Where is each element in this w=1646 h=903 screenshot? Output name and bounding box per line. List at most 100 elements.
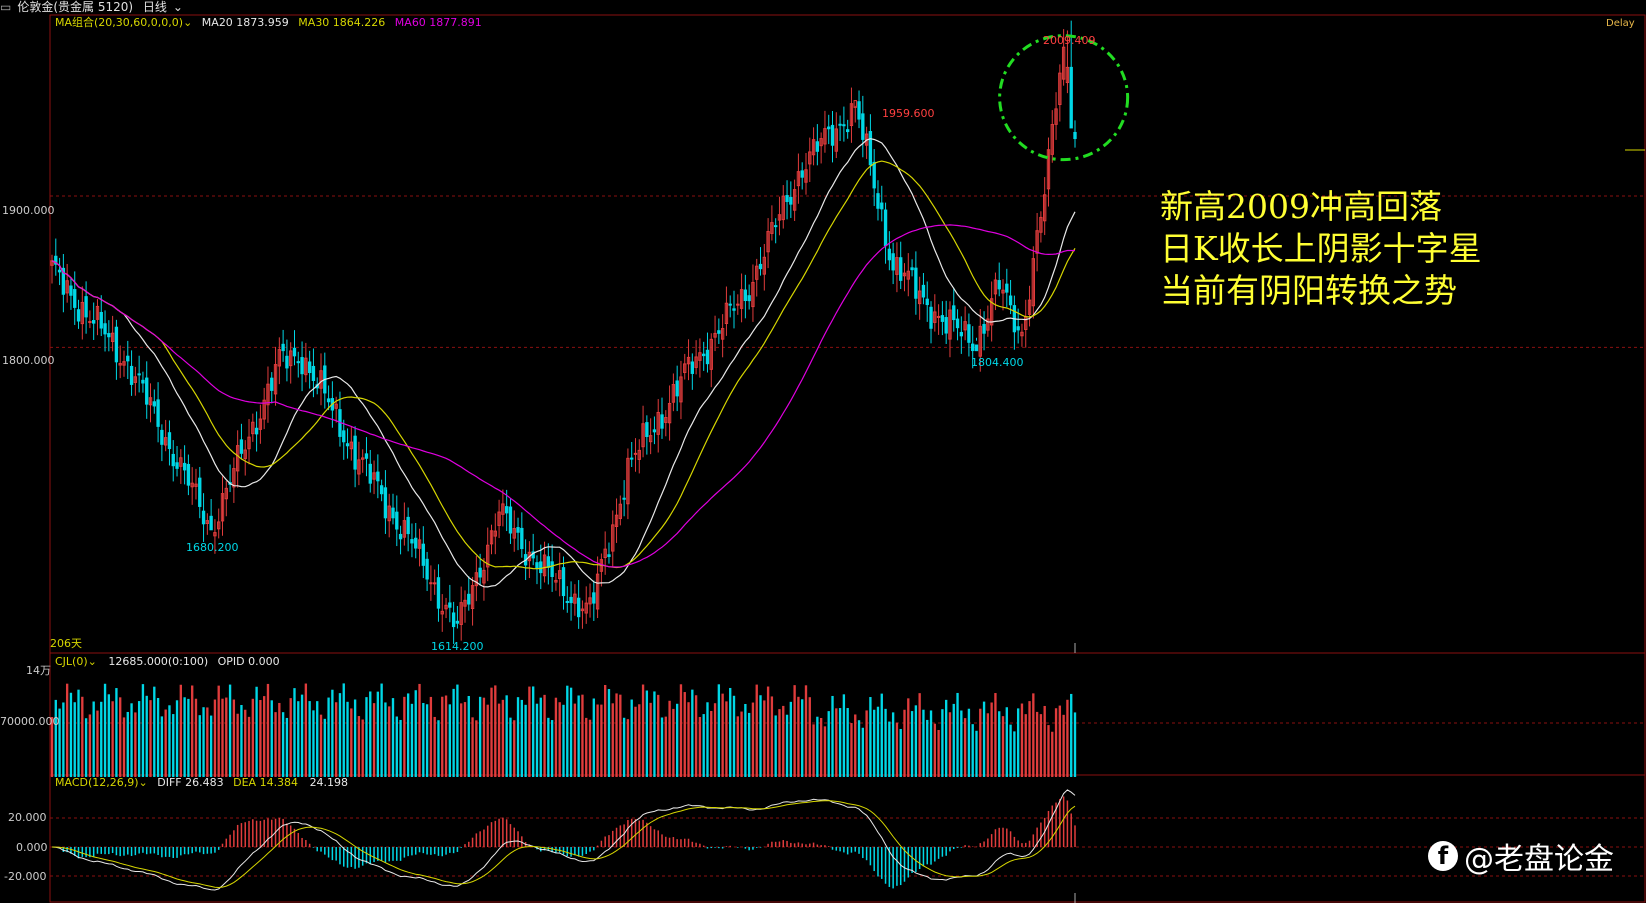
- volume-bar: [285, 717, 289, 777]
- volume-bar: [388, 706, 391, 777]
- candle-body: [417, 539, 422, 549]
- candle-body: [906, 270, 910, 280]
- volume-bar: [81, 696, 84, 777]
- volume-bar: [1066, 699, 1069, 777]
- candle-body: [580, 608, 585, 612]
- candle-body: [1031, 258, 1035, 307]
- low-1680-label: 1680.200: [186, 541, 239, 554]
- candle-body: [808, 151, 812, 165]
- low-1804-label: 1804.400: [971, 356, 1024, 369]
- volume-bar: [763, 700, 766, 777]
- candle-body: [993, 279, 998, 295]
- volume-bar: [1043, 705, 1046, 777]
- candle-body: [774, 225, 778, 228]
- candle-body: [520, 527, 524, 550]
- volume-bar: [528, 686, 531, 777]
- volume-bar: [1062, 714, 1065, 777]
- volume-bar: [808, 697, 811, 777]
- volume-bar: [100, 701, 103, 777]
- volume-bar: [645, 690, 649, 777]
- volume-bar: [145, 695, 148, 777]
- candle-body: [535, 562, 539, 569]
- volume-bar: [918, 693, 921, 777]
- symbol-title[interactable]: 伦敦金(贵金属 5120): [17, 0, 134, 14]
- candle-body: [588, 597, 592, 605]
- volume-bar: [630, 699, 633, 777]
- volume-bar: [107, 694, 111, 777]
- ma-legend-name[interactable]: MA组合(20,30,60,0,0,0): [55, 16, 184, 29]
- volume-bar: [1039, 714, 1043, 777]
- candle-body: [107, 333, 111, 338]
- volume-bar: [873, 709, 876, 777]
- volume-bar: [179, 684, 182, 777]
- candle-body: [1005, 283, 1009, 293]
- candle-body: [148, 397, 153, 406]
- candle-body: [262, 399, 266, 420]
- volume-bar: [122, 717, 126, 777]
- candle-body: [84, 296, 88, 318]
- candle-body: [607, 554, 611, 557]
- candle-body: [527, 551, 532, 562]
- volume-bar: [183, 697, 186, 777]
- volume-bar: [1073, 712, 1077, 777]
- candle-body: [698, 352, 702, 361]
- volume-bar: [569, 687, 573, 777]
- candle-body: [285, 355, 289, 369]
- candle-body: [781, 195, 785, 221]
- candle-body: [307, 361, 312, 374]
- candle-body: [1008, 295, 1013, 306]
- period-selector[interactable]: 日线 ⌄: [143, 0, 189, 14]
- highlight-circle: [998, 34, 1130, 162]
- volume-bar: [1009, 724, 1012, 777]
- candle-body: [705, 349, 710, 365]
- candle-body: [516, 527, 520, 533]
- volume-legend-name[interactable]: CJL(0): [55, 655, 88, 668]
- volume-bar: [566, 685, 569, 777]
- candle-body: [1054, 108, 1058, 125]
- volume-bar: [403, 696, 406, 777]
- volume-bar: [399, 719, 402, 777]
- candle-body: [357, 459, 361, 475]
- candle-body: [789, 196, 793, 205]
- candle-body: [141, 379, 145, 384]
- volume-bar: [854, 714, 857, 777]
- candle-body: [921, 284, 926, 298]
- candle-body: [660, 414, 664, 429]
- candle-body: [910, 267, 914, 271]
- candle-body: [232, 468, 236, 488]
- volume-bar: [331, 689, 334, 777]
- volume-bar: [717, 684, 721, 777]
- low-1614-label: 1614.200: [431, 640, 484, 653]
- volume-bar: [835, 708, 838, 777]
- candle-body: [838, 123, 842, 126]
- volume-bar: [463, 702, 467, 777]
- macd-value: 24.198: [309, 776, 349, 789]
- volume-bar: [596, 704, 599, 777]
- volume-bar: [880, 693, 883, 777]
- candle-body: [739, 289, 744, 309]
- volume-bar: [804, 685, 808, 777]
- candle-body: [986, 318, 990, 331]
- candle-body: [804, 169, 808, 183]
- candle-body: [887, 248, 892, 261]
- volume-bar: [1013, 731, 1016, 777]
- volume-bar: [675, 703, 679, 777]
- candle-body: [664, 417, 668, 423]
- candle-body: [576, 597, 581, 618]
- candle-body: [971, 343, 975, 352]
- macd-tick-0: 0.000: [16, 841, 48, 854]
- candle-body: [618, 503, 623, 519]
- candle-body: [652, 429, 657, 433]
- window-icon[interactable]: ▭: [0, 0, 12, 14]
- macd-legend-name[interactable]: MACD(12,26,9): [55, 776, 139, 789]
- candle-body: [1058, 72, 1062, 106]
- volume-bar: [153, 686, 156, 777]
- candle-body: [398, 533, 403, 540]
- volume-bar: [410, 703, 414, 777]
- volume-bar: [111, 701, 114, 777]
- volume-bar: [232, 699, 236, 777]
- chevron-down-icon: ⌄: [172, 0, 183, 14]
- volume-bar: [460, 703, 463, 777]
- candle-body: [433, 582, 437, 585]
- volume-bar: [948, 712, 952, 777]
